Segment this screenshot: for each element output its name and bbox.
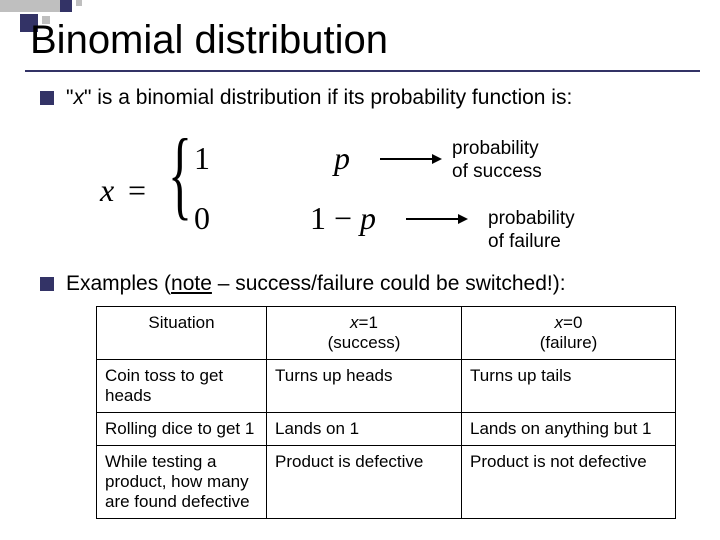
bullet-icon bbox=[40, 277, 54, 291]
examples-table: Situation x=1(success) x=0(failure) Coin… bbox=[96, 306, 676, 519]
table-row: Coin toss to get heads Turns up heads Tu… bbox=[97, 360, 676, 413]
arrow-failure bbox=[406, 218, 466, 220]
header-failure: x=0(failure) bbox=[462, 307, 676, 360]
cell-success: Turns up heads bbox=[267, 360, 462, 413]
bullet-examples: Examples (note – success/failure could b… bbox=[40, 272, 566, 296]
eq-zero: 0 bbox=[194, 200, 210, 237]
cell-situation: Rolling dice to get 1 bbox=[97, 413, 267, 446]
arrow-success bbox=[380, 158, 440, 160]
cell-failure: Lands on anything but 1 bbox=[462, 413, 676, 446]
label-prob-success: probabilityof success bbox=[452, 138, 542, 184]
label-prob-failure: probabilityof failure bbox=[488, 208, 575, 254]
cell-situation: Coin toss to get heads bbox=[97, 360, 267, 413]
eq-one: 1 bbox=[194, 140, 210, 177]
bullet-icon bbox=[40, 91, 54, 105]
cell-success: Product is defective bbox=[267, 446, 462, 519]
bullet-definition: "x" is a binomial distribution if its pr… bbox=[40, 86, 572, 110]
cell-situation: While testing a product, how many are fo… bbox=[97, 446, 267, 519]
eq-p: p bbox=[334, 140, 350, 177]
cell-success: Lands on 1 bbox=[267, 413, 462, 446]
header-situation: Situation bbox=[97, 307, 267, 360]
cell-failure: Product is not defective bbox=[462, 446, 676, 519]
table-row: Rolling dice to get 1 Lands on 1 Lands o… bbox=[97, 413, 676, 446]
bullet-text: "x" is a binomial distribution if its pr… bbox=[66, 86, 572, 110]
eq-equals: = bbox=[128, 172, 146, 209]
table-header-row: Situation x=1(success) x=0(failure) bbox=[97, 307, 676, 360]
title-underline bbox=[25, 70, 700, 72]
bullet-text: Examples (note – success/failure could b… bbox=[66, 272, 566, 296]
eq-brace: { bbox=[168, 124, 192, 224]
header-success: x=1(success) bbox=[267, 307, 462, 360]
eq-x: x bbox=[100, 172, 114, 209]
eq-one-minus-p: 1 − p bbox=[310, 200, 376, 237]
equation: x = { 1 0 p 1 − p probabilityof success … bbox=[100, 128, 650, 248]
slide-title: Binomial distribution bbox=[30, 18, 388, 63]
cell-failure: Turns up tails bbox=[462, 360, 676, 413]
table-row: While testing a product, how many are fo… bbox=[97, 446, 676, 519]
